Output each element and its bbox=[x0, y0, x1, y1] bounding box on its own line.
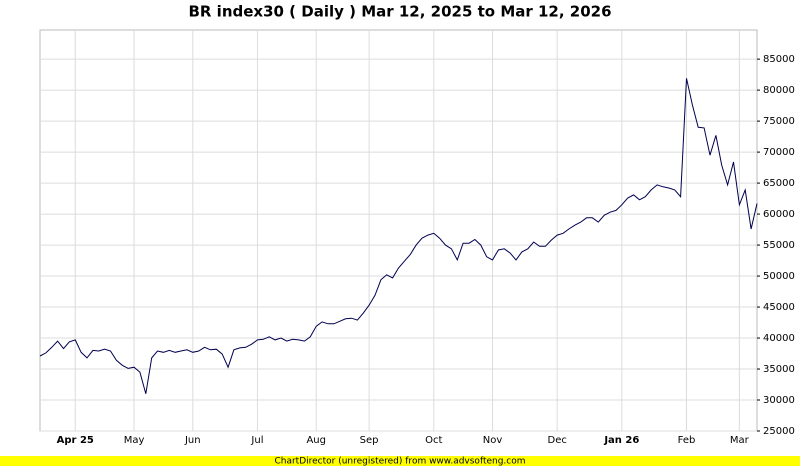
x-tick-label: Mar bbox=[730, 435, 750, 446]
y-tick-label: 40000 bbox=[763, 333, 795, 344]
x-tick-label: Feb bbox=[678, 435, 696, 446]
x-tick-label: Nov bbox=[483, 435, 503, 446]
x-tick-label: Jul bbox=[250, 435, 263, 446]
y-tick-label: 55000 bbox=[763, 240, 795, 251]
x-tick-label: Dec bbox=[548, 435, 567, 446]
x-tick-label: Apr 25 bbox=[57, 435, 94, 446]
y-tick-label: 25000 bbox=[763, 426, 795, 437]
x-tick-label: Sep bbox=[360, 435, 379, 446]
x-tick-label: Jan 26 bbox=[603, 435, 639, 446]
x-tick-label: Oct bbox=[425, 435, 442, 446]
y-tick-label: 85000 bbox=[763, 54, 795, 65]
chart-title: BR index30 ( Daily ) Mar 12, 2025 to Mar… bbox=[188, 3, 611, 21]
y-tick-label: 30000 bbox=[763, 395, 795, 406]
y-tick-label: 70000 bbox=[763, 147, 795, 158]
y-tick-label: 35000 bbox=[763, 364, 795, 375]
y-tick-label: 50000 bbox=[763, 271, 795, 282]
y-tick-label: 65000 bbox=[763, 178, 795, 189]
footer: ChartDirector (unregistered) from www.ad… bbox=[274, 457, 525, 466]
x-tick-label: Jun bbox=[184, 435, 201, 446]
y-tick-label: 60000 bbox=[763, 209, 795, 220]
y-tick-label: 80000 bbox=[763, 85, 795, 96]
footer-bar bbox=[0, 456, 800, 466]
price-line bbox=[39, 78, 758, 394]
y-tick-label: 75000 bbox=[763, 116, 795, 127]
x-tick-label: Aug bbox=[306, 435, 326, 446]
x-tick-label: May bbox=[124, 435, 145, 446]
plot-area bbox=[39, 29, 758, 432]
y-tick-label: 45000 bbox=[763, 302, 795, 313]
